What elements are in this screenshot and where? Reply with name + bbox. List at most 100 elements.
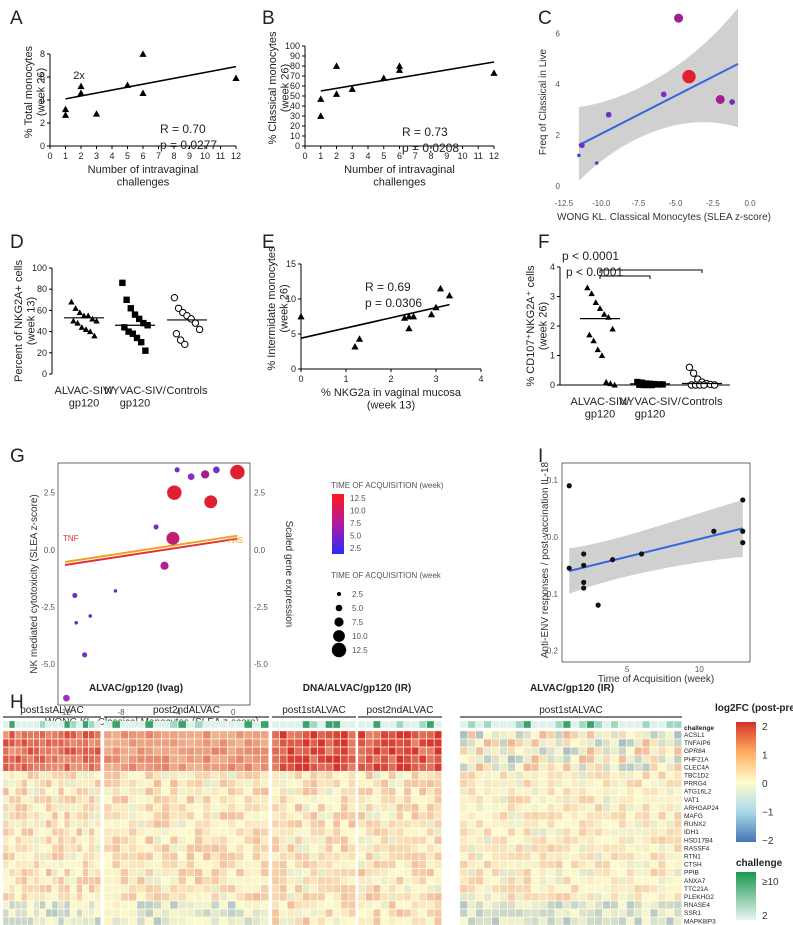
heatmap-cell bbox=[562, 738, 571, 747]
data-point bbox=[581, 585, 587, 591]
heatmap-cell bbox=[475, 876, 484, 885]
heatmap-cell bbox=[491, 909, 500, 918]
y-tick-label: 30 bbox=[290, 111, 300, 121]
heatmap-cell bbox=[202, 852, 211, 861]
heatmap-cell bbox=[27, 836, 34, 845]
challenge-legend-tick: 2 bbox=[762, 911, 768, 922]
heatmap-cell bbox=[169, 787, 178, 796]
heatmap-cell bbox=[642, 860, 651, 869]
y-axis-label-line: Percent of NKG2A+ cells bbox=[13, 260, 25, 382]
heatmap-cell bbox=[507, 900, 516, 909]
heatmap-cell bbox=[88, 803, 95, 812]
challenge-cell bbox=[578, 720, 587, 729]
heatmap-cell bbox=[642, 909, 651, 918]
heatmap-cell bbox=[194, 852, 203, 861]
heatmap-cell bbox=[287, 811, 295, 820]
heatmap-cell bbox=[562, 900, 571, 909]
heatmap-cell bbox=[8, 852, 15, 861]
heatmap-cell bbox=[235, 811, 244, 820]
heatmap-cell bbox=[499, 828, 508, 837]
heatmap-cell bbox=[332, 795, 341, 804]
heatmap-cell bbox=[332, 900, 341, 909]
heatmap-cell bbox=[94, 763, 101, 772]
heatmap-cell bbox=[642, 747, 651, 756]
data-point bbox=[85, 312, 92, 319]
heatmap-cell bbox=[523, 779, 532, 788]
heatmap-cell bbox=[227, 811, 236, 820]
heatmap-cell bbox=[194, 844, 203, 853]
heatmap-cell bbox=[467, 803, 476, 812]
confidence-band bbox=[578, 8, 739, 181]
heatmap-cell bbox=[396, 884, 404, 893]
challenge-cell bbox=[634, 720, 643, 729]
heatmap-cell bbox=[586, 844, 595, 853]
heatmap-cell bbox=[618, 892, 627, 901]
heatmap-cell bbox=[578, 868, 587, 877]
heatmap-cell bbox=[128, 860, 137, 869]
data-point bbox=[581, 551, 587, 557]
heatmap-cell bbox=[570, 892, 579, 901]
heatmap-cell bbox=[634, 884, 643, 893]
heatmap-cell bbox=[76, 819, 83, 828]
data-point bbox=[660, 91, 667, 98]
heatmap-cell bbox=[70, 884, 77, 893]
heatmap-cell bbox=[103, 828, 112, 837]
heatmap-cell bbox=[120, 844, 129, 853]
heatmap-cell bbox=[348, 917, 356, 925]
heatmap-cell bbox=[153, 844, 162, 853]
heatmap-cell bbox=[483, 836, 492, 845]
heatmap-cell bbox=[554, 860, 563, 869]
heatmap-cell bbox=[665, 771, 674, 780]
heatmap-cell bbox=[51, 787, 58, 796]
heatmap-cell bbox=[586, 755, 595, 764]
heatmap-cell bbox=[260, 917, 269, 925]
data-point bbox=[348, 85, 356, 92]
heatmap-cell bbox=[523, 730, 532, 739]
heatmap-cell bbox=[103, 738, 112, 747]
regression-line bbox=[320, 61, 495, 92]
challenge-legend-tick: ≥10 bbox=[762, 877, 779, 888]
heatmap-cell bbox=[294, 836, 303, 845]
heatmap-cell bbox=[418, 852, 427, 861]
heatmap-cell bbox=[673, 738, 682, 747]
heatmap-cell bbox=[8, 917, 15, 925]
heatmap-cell bbox=[348, 868, 356, 877]
heatmap-cell bbox=[475, 892, 484, 901]
heatmap-cell bbox=[317, 763, 326, 772]
heatmap-cell bbox=[310, 844, 318, 853]
heatmap-cell bbox=[70, 787, 77, 796]
y-tick-label: 0.1 bbox=[547, 476, 559, 485]
heatmap-cell bbox=[459, 747, 468, 756]
heatmap-cell bbox=[194, 779, 203, 788]
heatmap-cell bbox=[57, 763, 64, 772]
heatmap-cell bbox=[136, 747, 145, 756]
heatmap-cell bbox=[136, 787, 145, 796]
heatmap-cell bbox=[650, 836, 658, 845]
heatmap-cell bbox=[302, 836, 310, 845]
data-point bbox=[195, 325, 204, 334]
heatmap-cell bbox=[33, 852, 40, 861]
heatmap-cell bbox=[219, 844, 228, 853]
heatmap-cell bbox=[554, 868, 563, 877]
heatmap-cell bbox=[21, 900, 28, 909]
heatmap-cell bbox=[365, 909, 374, 918]
heatmap-cell bbox=[64, 900, 71, 909]
heatmap-cell bbox=[586, 779, 595, 788]
heatmap-cell bbox=[287, 795, 295, 804]
heatmap-cell bbox=[136, 876, 145, 885]
heatmap-cell bbox=[618, 900, 627, 909]
heatmap-cell bbox=[332, 763, 341, 772]
heatmap-cell bbox=[294, 803, 303, 812]
heatmap-cell bbox=[178, 803, 187, 812]
heatmap-cell bbox=[403, 868, 412, 877]
data-point bbox=[586, 331, 593, 338]
heatmap-cell bbox=[610, 819, 619, 828]
heatmap-cell bbox=[499, 763, 508, 772]
heatmap-cell bbox=[570, 836, 579, 845]
heatmap-cell bbox=[145, 747, 154, 756]
heatmap-cell bbox=[658, 771, 666, 780]
heatmap-cell bbox=[51, 876, 58, 885]
heatmap-cell bbox=[650, 795, 658, 804]
heatmap-cell bbox=[2, 868, 9, 877]
heatmap-cell bbox=[51, 900, 58, 909]
